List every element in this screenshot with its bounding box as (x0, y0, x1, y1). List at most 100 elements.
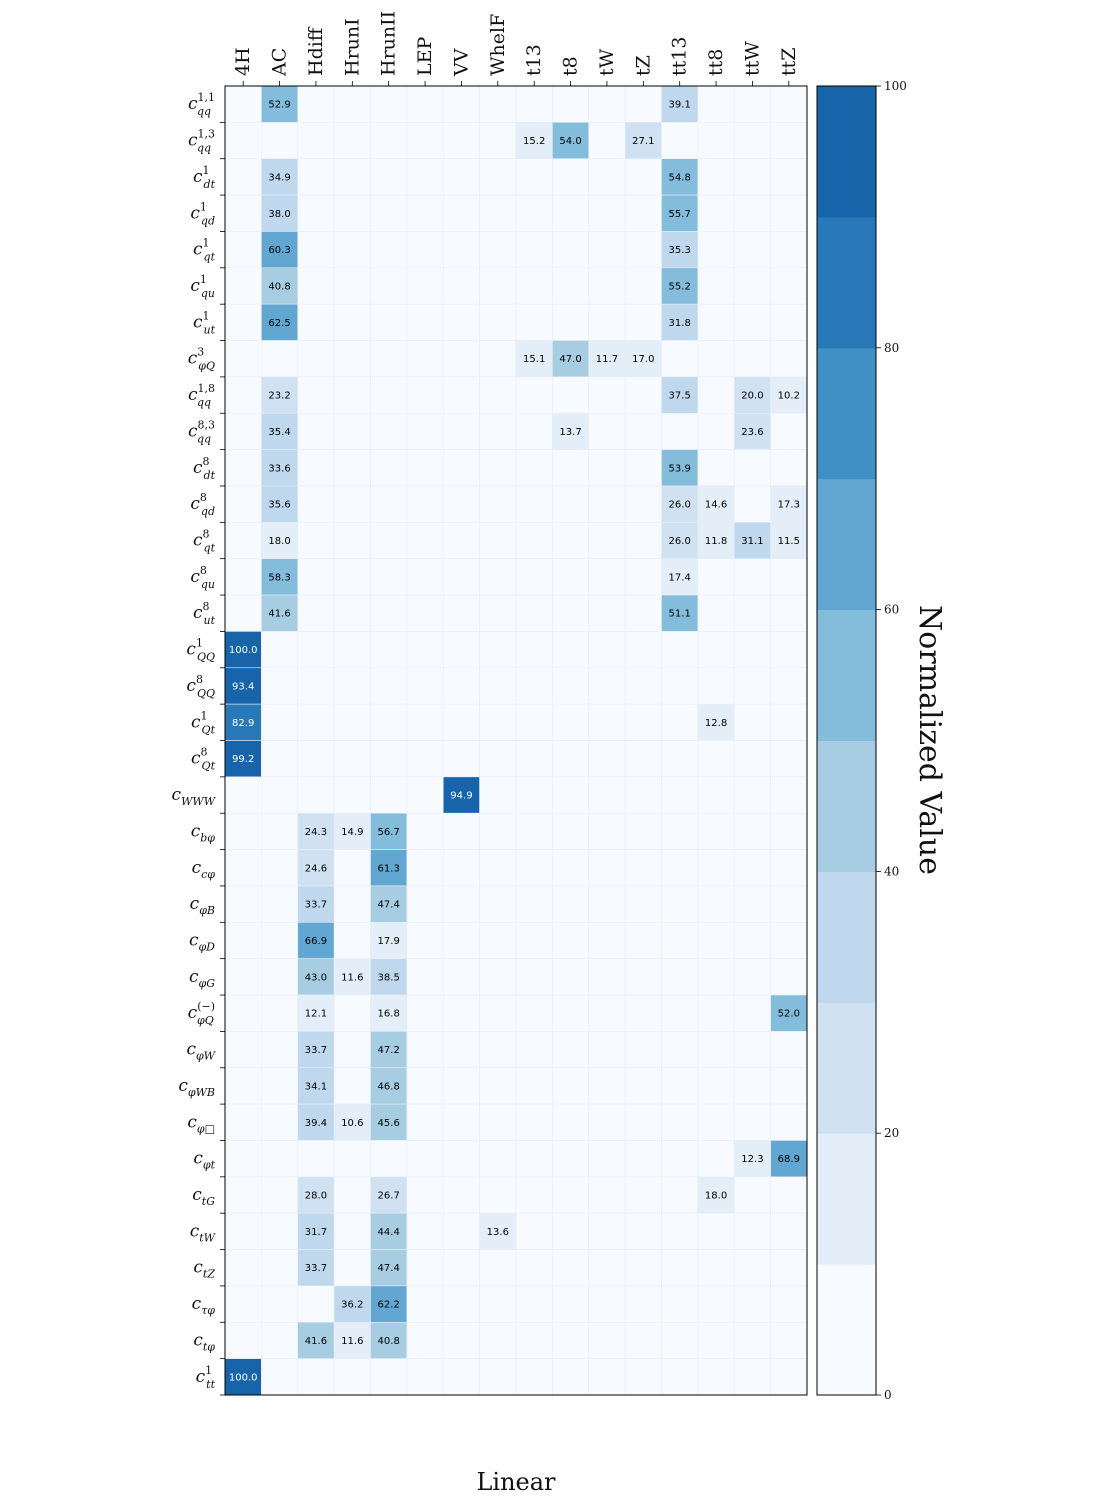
cell-value-label: 14.9 (341, 827, 363, 838)
heatmap-cell (261, 594, 299, 632)
heatmap-cell (661, 1031, 699, 1069)
heatmap-cell (552, 740, 590, 778)
heatmap-cell (406, 667, 444, 705)
heatmap-cell (697, 1212, 735, 1250)
heatmap-cell (515, 1103, 553, 1141)
heatmap-cell (479, 340, 517, 378)
row-label: cWWW (172, 785, 217, 808)
heatmap-cell (333, 922, 371, 959)
heatmap-cell (406, 849, 444, 887)
heatmap-cell (224, 122, 262, 160)
heatmap-cell (479, 485, 517, 523)
heatmap-cell (733, 958, 771, 996)
heatmap-cell (224, 449, 262, 487)
heatmap-cell (224, 376, 262, 414)
heatmap-cell (370, 449, 408, 487)
cell-value-label: 47.4 (378, 900, 400, 911)
colorbar-tick-label: 20 (884, 1126, 899, 1140)
heatmap-cell (661, 667, 699, 705)
heatmap-cell (370, 1212, 408, 1250)
heatmap-cell (515, 485, 553, 523)
heatmap-cell (588, 194, 626, 232)
heatmap-cell (770, 740, 808, 778)
heatmap-cell (552, 1321, 590, 1359)
heatmap-cell (697, 558, 735, 596)
heatmap-cell (697, 776, 735, 814)
heatmap-cell (588, 1321, 626, 1359)
cell-value-label: 41.6 (305, 1336, 327, 1347)
heatmap-cell (624, 340, 662, 378)
heatmap-cell (442, 1285, 480, 1323)
heatmap-cell (697, 1321, 735, 1359)
heatmap-cell (697, 1103, 735, 1141)
heatmap-cell (515, 1176, 553, 1214)
heatmap-cell (697, 122, 735, 160)
heatmap-cell (515, 594, 553, 632)
cell-value-label: 40.8 (378, 1336, 400, 1347)
heatmap-cell (442, 1358, 480, 1396)
column-label: tZ (632, 55, 654, 76)
heatmap-cell (588, 485, 626, 523)
heatmap-cell (733, 1140, 771, 1178)
heatmap-cell (479, 303, 517, 341)
heatmap-cell (697, 1140, 735, 1178)
heatmap-cell (333, 449, 371, 487)
heatmap-cell (770, 812, 808, 850)
heatmap-cell (333, 1140, 371, 1178)
heatmap-cell (661, 558, 699, 596)
cell-value-label: 66.9 (305, 936, 327, 947)
heatmap-cell (442, 485, 480, 523)
heatmap-cell (224, 812, 262, 850)
heatmap-cell (442, 1031, 480, 1069)
heatmap-cell (406, 1176, 444, 1214)
heatmap-cell (224, 849, 262, 887)
heatmap-cell (442, 340, 480, 378)
heatmap-cell (406, 231, 444, 269)
heatmap-cell (442, 994, 480, 1032)
heatmap-cell (515, 122, 553, 160)
colorbar-segment (817, 1002, 876, 1134)
heatmap-cell (515, 958, 553, 996)
heatmap-cell (261, 340, 299, 378)
heatmap-cell (552, 849, 590, 887)
heatmap-cell (624, 1103, 662, 1141)
heatmap-cell (733, 1212, 771, 1250)
heatmap-cell (770, 1031, 808, 1069)
heatmap-cell (770, 1067, 808, 1105)
heatmap-cell (697, 594, 735, 632)
heatmap-cell (333, 1212, 371, 1250)
heatmap-cell (661, 994, 699, 1032)
heatmap-cell (297, 1358, 335, 1396)
heatmap-cell (297, 885, 335, 923)
heatmap-cell (697, 885, 735, 923)
heatmap-cell (624, 267, 662, 305)
cell-value-label: 11.5 (778, 536, 800, 547)
heatmap-cell (697, 922, 735, 959)
cell-value-label: 39.1 (669, 100, 691, 111)
heatmap-cell (261, 1176, 299, 1214)
heatmap-cell (370, 1285, 408, 1323)
heatmap-cell (624, 1249, 662, 1287)
heatmap-cell (552, 776, 590, 814)
heatmap-cell (733, 703, 771, 741)
row-label: c1 qt (193, 237, 216, 264)
heatmap-cell (552, 558, 590, 596)
heatmap-cell (661, 1321, 699, 1359)
heatmap-cell (733, 594, 771, 632)
row-label: c1 QQ (186, 637, 215, 664)
cell-value-label: 35.6 (268, 500, 290, 511)
row-label: c(−) φQ (188, 1000, 215, 1027)
heatmap-cell (588, 776, 626, 814)
heatmap-cell (406, 1031, 444, 1069)
heatmap-cell (515, 194, 553, 232)
heatmap-cell (588, 412, 626, 450)
heatmap-cell (588, 885, 626, 923)
heatmap-cell (261, 812, 299, 850)
cell-value-label: 45.6 (378, 1118, 400, 1129)
colorbar-tick-label: 80 (884, 341, 899, 355)
heatmap-cell (515, 376, 553, 414)
heatmap-cell (370, 1358, 408, 1396)
heatmap-cell (297, 449, 335, 487)
cell-value-label: 10.2 (778, 391, 800, 402)
heatmap-cell (333, 667, 371, 705)
